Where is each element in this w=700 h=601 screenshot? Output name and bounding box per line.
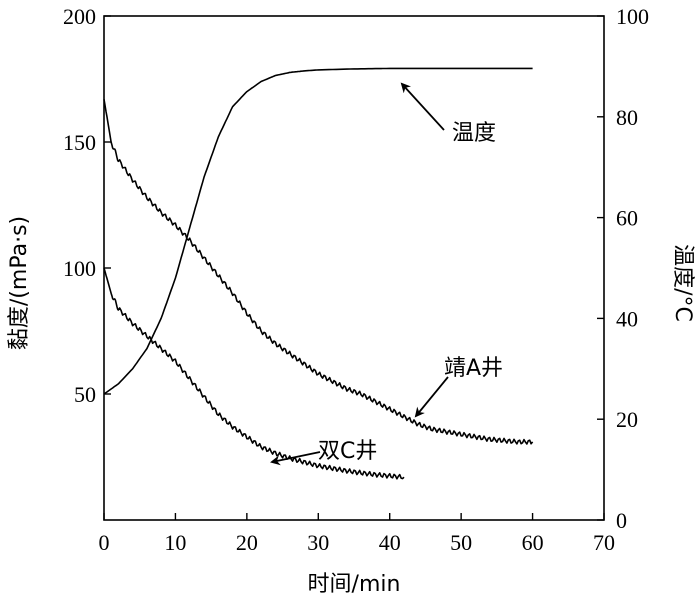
x-tick-label: 40 bbox=[379, 530, 401, 555]
x-tick-label: 10 bbox=[164, 530, 186, 555]
series-well-c-line bbox=[103, 267, 405, 480]
right-y-tick-label: 20 bbox=[616, 407, 638, 432]
x-tick-label: 70 bbox=[593, 530, 615, 555]
x-tick-label: 0 bbox=[99, 530, 110, 555]
left-y-tick-label: 50 bbox=[74, 382, 96, 407]
axis-ticks: 0 10 20 30 40 50 60 70 200 150 100 50 0 20 40 60 80 100 bbox=[63, 4, 649, 555]
x-tick-label: 60 bbox=[522, 530, 544, 555]
x-axis-title: 时间/min bbox=[308, 572, 401, 597]
left-y-tick-label: 200 bbox=[63, 4, 96, 29]
right-y-tick-label: 60 bbox=[616, 206, 638, 231]
right-y-tick-label: 0 bbox=[616, 508, 627, 533]
series-lines bbox=[103, 67, 534, 480]
x-tick-label: 50 bbox=[450, 530, 472, 555]
left-y-axis-title: 黏度/(mPa·s) bbox=[7, 216, 32, 350]
right-y-tick-label: 80 bbox=[616, 105, 638, 130]
annotation-well-a: 靖A井 bbox=[444, 356, 503, 381]
annotation-arrows bbox=[270, 82, 449, 466]
x-tick-label: 20 bbox=[236, 530, 258, 555]
series-well-a-line bbox=[103, 99, 534, 445]
well-c-arrow bbox=[270, 451, 321, 466]
temperature-arrow bbox=[400, 82, 445, 131]
right-y-axis-title: 温度/°C bbox=[670, 244, 695, 322]
right-y-tick-label: 100 bbox=[616, 4, 649, 29]
annotation-well-c: 双C井 bbox=[318, 439, 377, 464]
series-temperature-line bbox=[103, 67, 533, 395]
well-a-arrow bbox=[414, 376, 449, 418]
right-y-tick-label: 40 bbox=[616, 306, 638, 331]
annotation-temperature: 温度 bbox=[452, 121, 496, 146]
left-y-tick-label: 150 bbox=[63, 130, 96, 155]
left-y-tick-label: 100 bbox=[63, 256, 96, 281]
x-tick-label: 30 bbox=[307, 530, 329, 555]
